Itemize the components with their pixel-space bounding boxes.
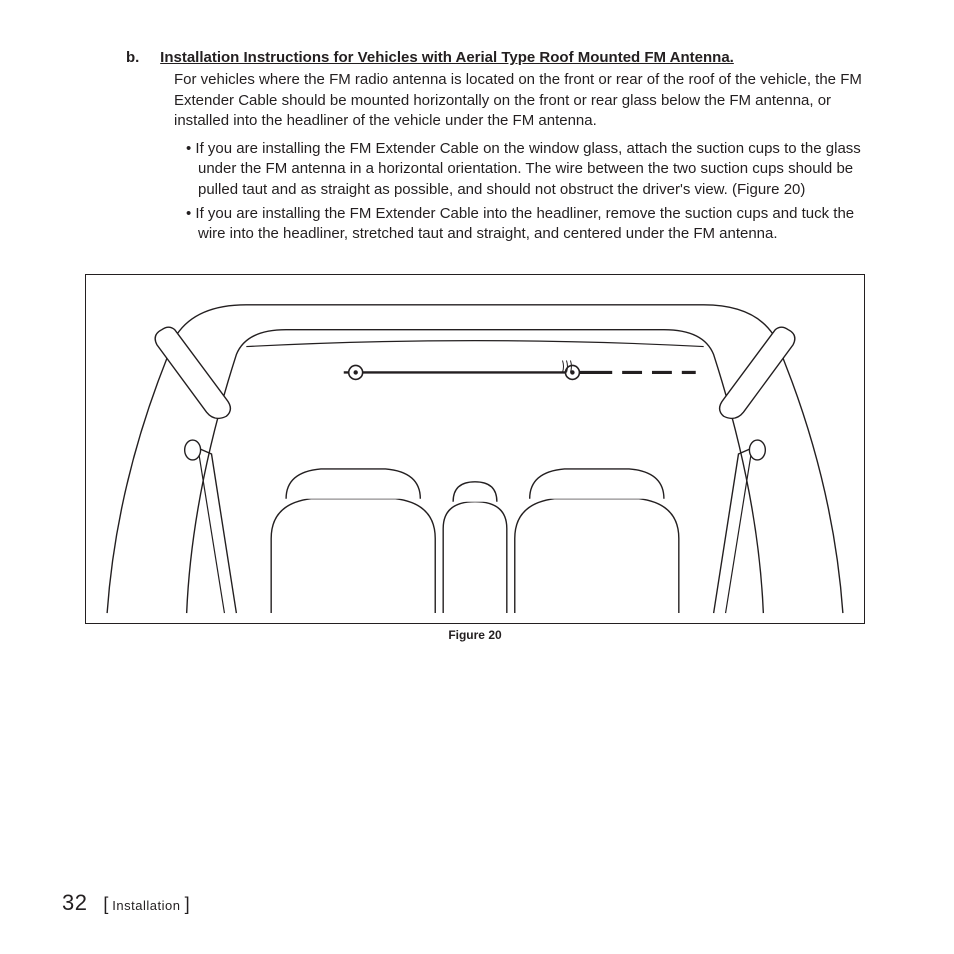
figure-caption: Figure 20 (85, 628, 865, 642)
section-body: For vehicles where the FM radio antenna … (174, 70, 884, 131)
bracket-close: ] (185, 894, 190, 914)
bullet-item: If you are installing the FM Extender Ca… (186, 139, 884, 200)
car-interior-illustration (86, 275, 864, 623)
figure-20-diagram (85, 274, 865, 624)
page-footer: 32 [ Installation ] (62, 890, 190, 916)
bullet-item: If you are installing the FM Extender Ca… (186, 204, 884, 245)
section-heading: b. Installation Instructions for Vehicle… (150, 48, 884, 68)
chapter-name: Installation (112, 898, 184, 913)
content-area: b. Installation Instructions for Vehicle… (150, 48, 884, 244)
page-number: 32 (62, 890, 87, 915)
section-title: Installation Instructions for Vehicles w… (160, 49, 734, 66)
bracket-open: [ (103, 894, 108, 914)
bullet-list: If you are installing the FM Extender Ca… (186, 139, 884, 244)
